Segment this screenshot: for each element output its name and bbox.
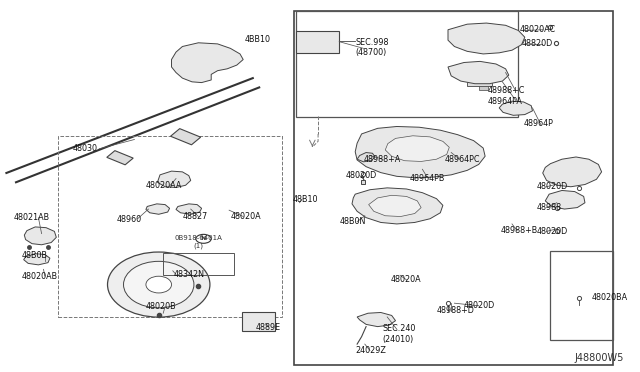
Polygon shape [448, 61, 509, 84]
Bar [242, 312, 275, 331]
Polygon shape [352, 188, 443, 224]
Text: 48020D: 48020D [536, 182, 568, 191]
Text: 48820D: 48820D [522, 39, 553, 48]
Polygon shape [355, 126, 485, 178]
Text: 48988+A: 48988+A [364, 155, 401, 164]
Circle shape [196, 234, 211, 243]
Text: 48020AB: 48020AB [22, 272, 58, 280]
Text: 48020D: 48020D [346, 171, 377, 180]
Text: 24029Z: 24029Z [355, 346, 386, 355]
Polygon shape [157, 171, 191, 187]
Text: 48030: 48030 [72, 144, 97, 153]
Polygon shape [357, 153, 375, 162]
Text: 48020AC: 48020AC [520, 25, 556, 34]
Ellipse shape [146, 276, 172, 293]
Text: 48020D: 48020D [536, 227, 568, 236]
Ellipse shape [108, 252, 210, 317]
Text: 48021AB: 48021AB [14, 213, 50, 222]
Polygon shape [24, 254, 50, 265]
Text: 4889E: 4889E [256, 323, 281, 332]
Text: 48020AA: 48020AA [146, 182, 182, 190]
Bar [296, 31, 339, 53]
Bar [163, 253, 234, 275]
Bar [479, 86, 488, 90]
Bar [296, 11, 518, 117]
Bar [550, 251, 613, 340]
Text: 48827: 48827 [182, 212, 207, 221]
Text: 4BB10: 4BB10 [244, 35, 271, 44]
Text: 48988+D: 48988+D [436, 307, 474, 315]
Text: 0B918-6401A
(1): 0B918-6401A (1) [175, 235, 222, 248]
Polygon shape [385, 136, 449, 161]
Text: 48988: 48988 [536, 203, 561, 212]
Text: 48020A: 48020A [390, 275, 421, 284]
Text: 48964P: 48964P [524, 119, 554, 128]
Bar [107, 151, 133, 165]
Bar [294, 11, 613, 365]
Polygon shape [176, 204, 202, 214]
Text: N: N [201, 236, 206, 241]
Bar [387, 211, 415, 220]
Text: 48988+C
48964PA: 48988+C 48964PA [488, 86, 525, 106]
Polygon shape [24, 227, 56, 245]
Bar [467, 79, 492, 86]
Polygon shape [369, 195, 421, 217]
Polygon shape [545, 190, 585, 209]
Polygon shape [172, 43, 243, 83]
Text: 48B10: 48B10 [293, 195, 319, 203]
Text: 48964PC: 48964PC [445, 155, 480, 164]
Text: 48020D: 48020D [464, 301, 495, 310]
Bar [170, 129, 201, 145]
Text: 48960: 48960 [116, 215, 141, 224]
Text: 48B0N: 48B0N [339, 217, 365, 226]
Text: J48800W5: J48800W5 [575, 353, 624, 363]
Text: 48020BA: 48020BA [592, 293, 628, 302]
Text: 48B0B: 48B0B [22, 251, 48, 260]
Polygon shape [448, 23, 525, 54]
Text: 48342N: 48342N [174, 270, 205, 279]
Bar [58, 136, 282, 317]
Polygon shape [146, 204, 170, 214]
Ellipse shape [124, 261, 194, 308]
Text: SEC.998
(48700): SEC.998 (48700) [355, 38, 388, 57]
Text: SEC.240
(24010): SEC.240 (24010) [383, 324, 416, 344]
Text: 48020B: 48020B [146, 302, 177, 311]
Text: 48988+B: 48988+B [500, 226, 538, 235]
Polygon shape [499, 101, 532, 115]
Bar [416, 172, 430, 177]
Text: 48964PB: 48964PB [410, 174, 445, 183]
Text: 48020A: 48020A [230, 212, 261, 221]
Polygon shape [357, 312, 396, 327]
Polygon shape [543, 157, 602, 187]
Bar [410, 164, 436, 173]
